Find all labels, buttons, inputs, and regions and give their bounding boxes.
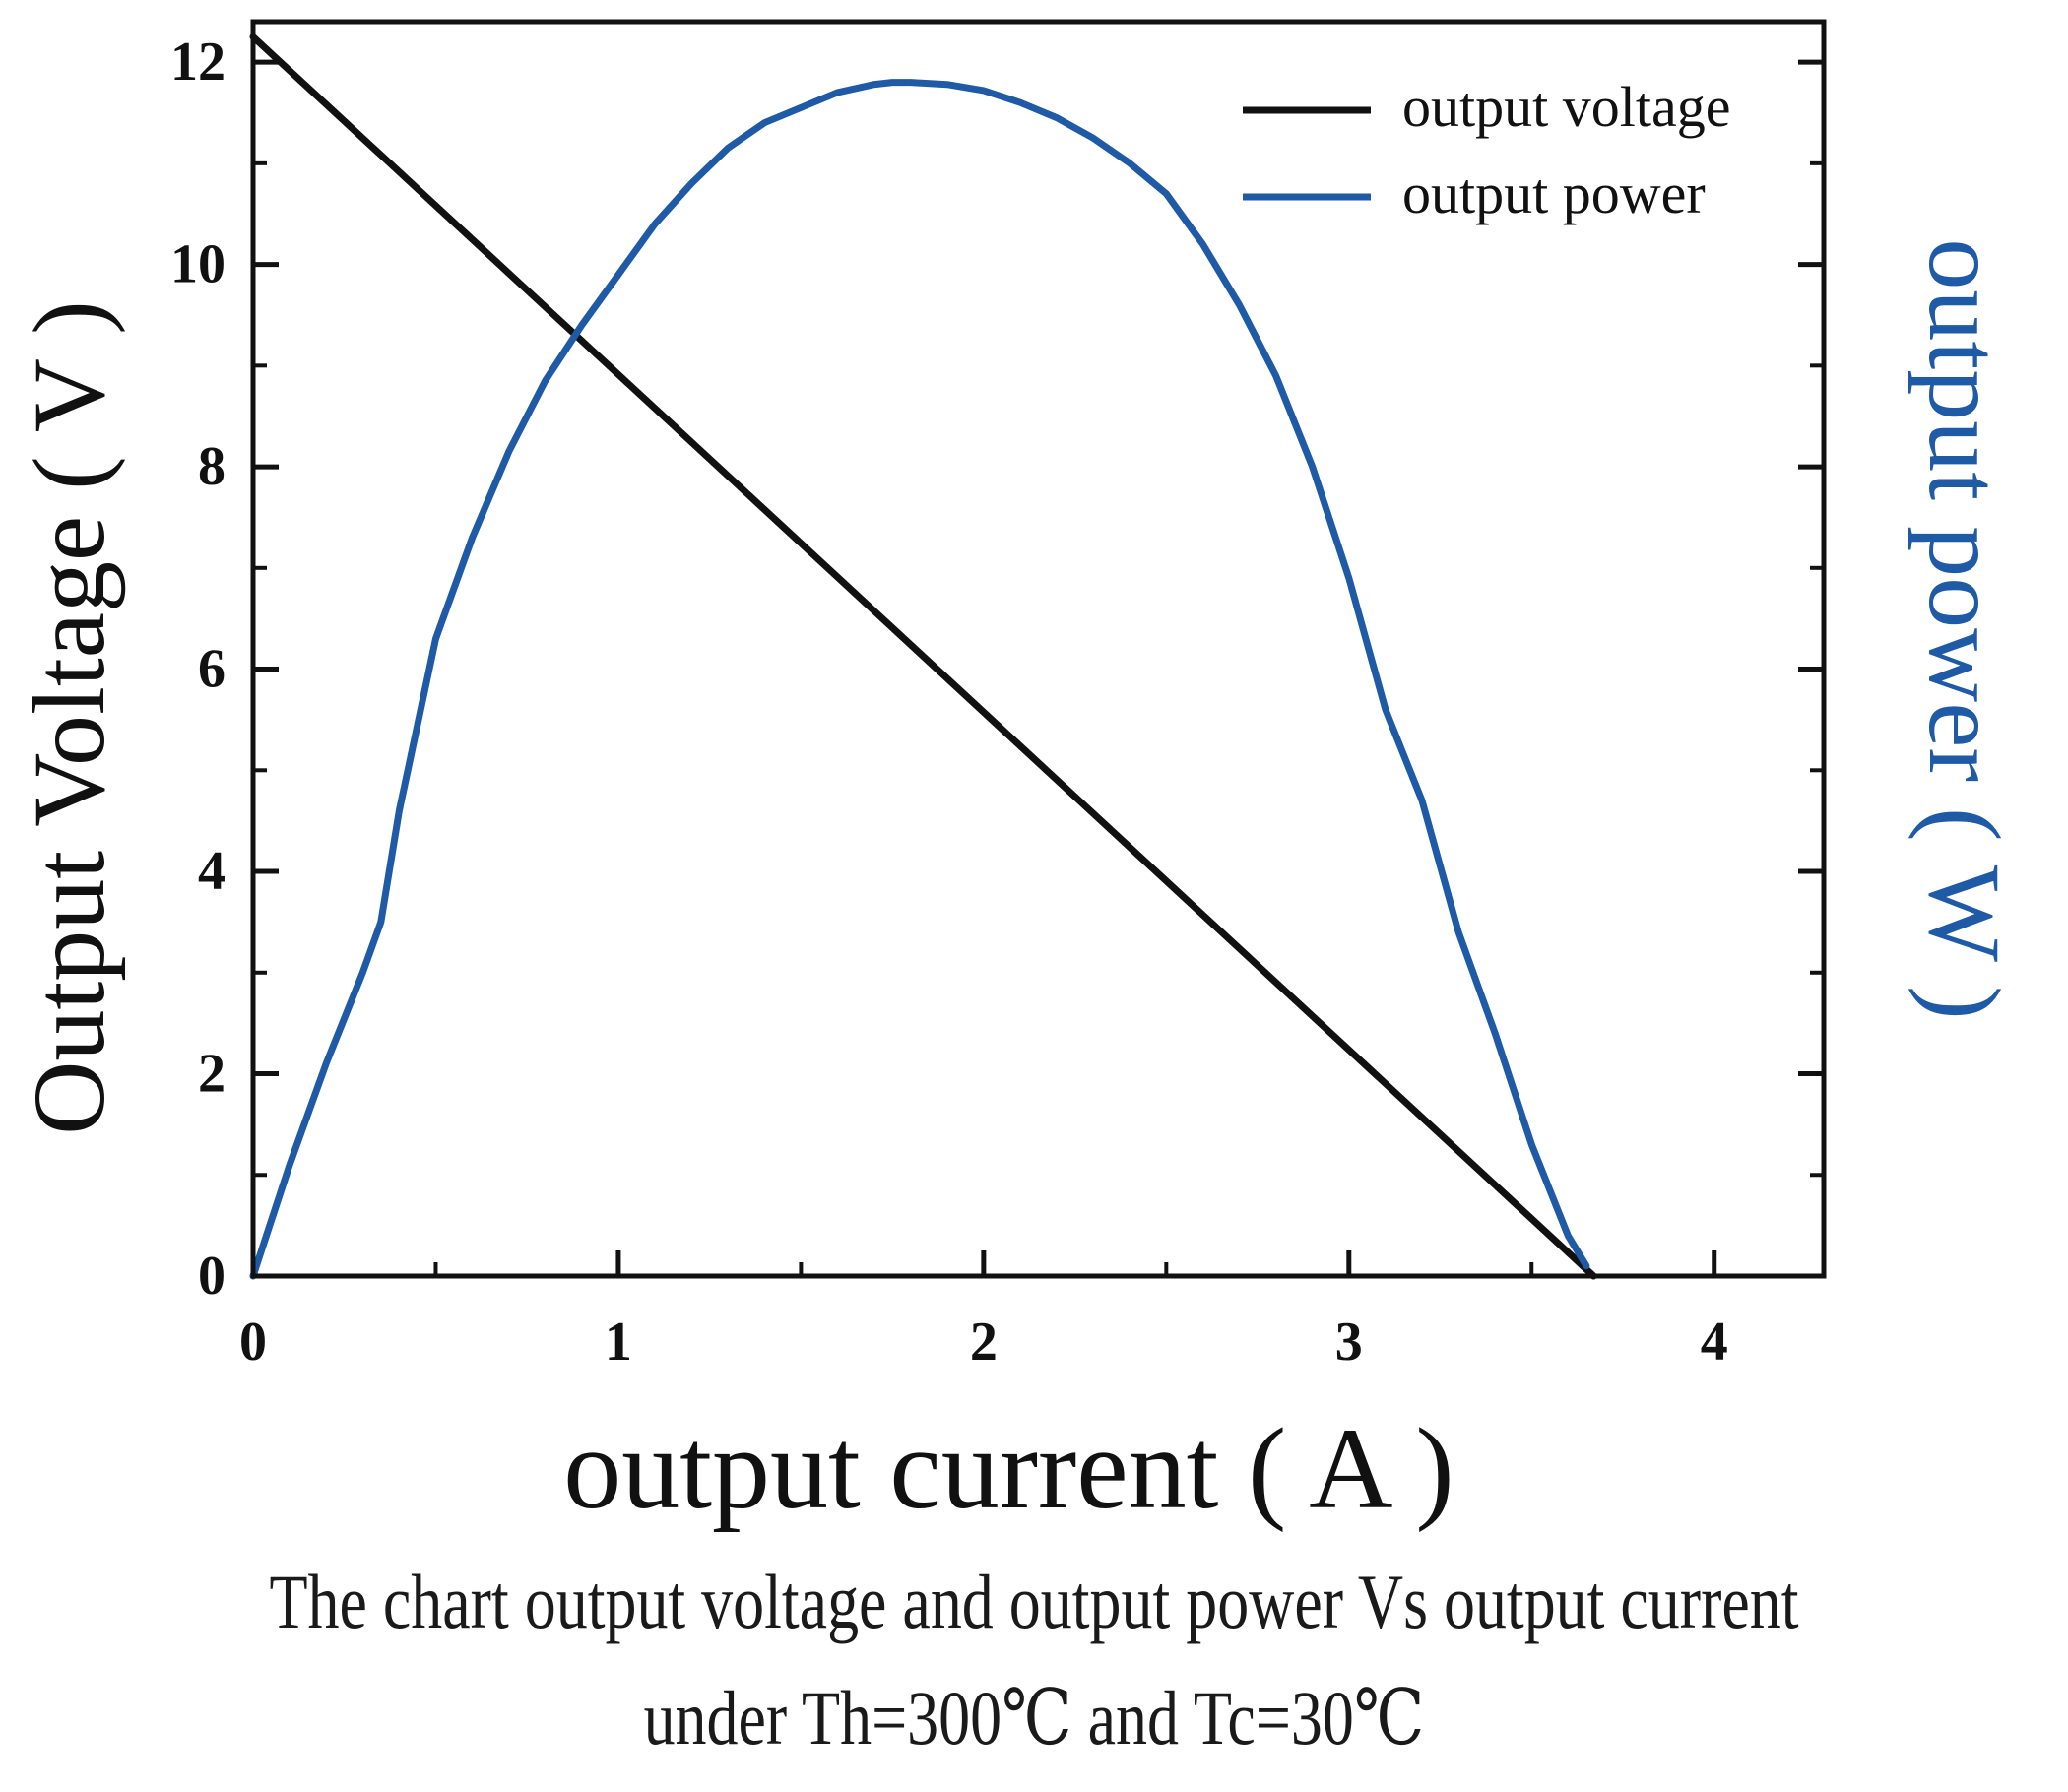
y-tick-label: 4: [198, 841, 226, 902]
legend-label: output voltage: [1402, 75, 1730, 139]
y-tick-label: 10: [170, 234, 226, 295]
y-tick-label: 12: [170, 32, 226, 93]
legend: output voltage output power: [1243, 75, 1730, 225]
x-tick-label: 2: [970, 1312, 998, 1373]
caption-line-1: The chart output voltage and output powe…: [269, 1559, 1799, 1644]
series-line-output-power: [249, 79, 1590, 1280]
x-tick-label: 0: [239, 1312, 267, 1373]
y-tick-label: 0: [198, 1246, 226, 1307]
x-tick-label: 4: [1701, 1312, 1728, 1373]
y-left-axis-title: Output Voltage ( V ): [13, 300, 126, 1134]
series-line-output-voltage: [249, 32, 1597, 1280]
axis-labels: output current ( A ) Output Voltage ( V )…: [13, 238, 2021, 1533]
y-tick-label: 6: [198, 639, 226, 700]
caption-line-2: under Th=300℃ and Tc=30℃: [643, 1675, 1425, 1760]
x-axis-title: output current ( A ): [563, 1404, 1454, 1533]
y-tick-label: 2: [198, 1044, 226, 1105]
y-right-axis-title: output power ( W ): [1907, 238, 2021, 1019]
y-tick-label: 8: [198, 436, 226, 497]
plot-frame: [250, 19, 1827, 1279]
x-tick-label: 1: [605, 1312, 632, 1373]
plot-area: [249, 32, 1597, 1280]
legend-label: output power: [1402, 161, 1706, 225]
x-tick-label: 3: [1335, 1312, 1363, 1373]
